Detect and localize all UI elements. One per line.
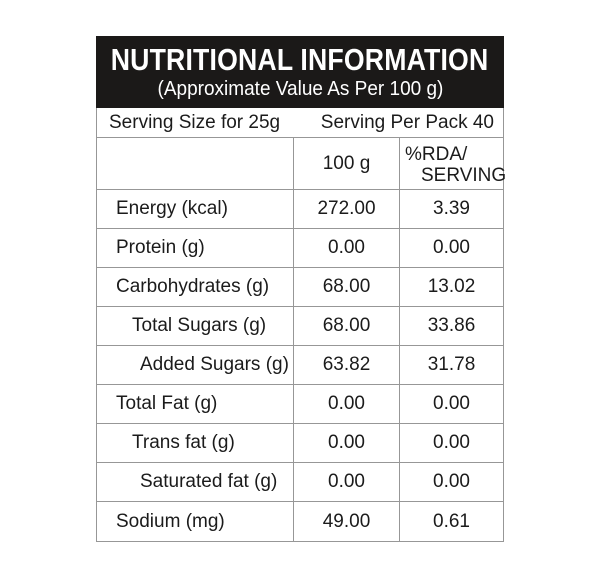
amount-value: 0.00	[293, 424, 399, 462]
table-row: Total Fat (g) 0.00 0.00	[97, 385, 503, 424]
nutrient-label: Protein (g)	[116, 237, 205, 258]
table-row: Energy (kcal) 272.00 3.39	[97, 190, 503, 229]
amount-value: 272.00	[293, 190, 399, 228]
rda-value: 13.02	[399, 268, 503, 306]
table-row: Carbohydrates (g) 68.00 13.02	[97, 268, 503, 307]
rda-value: 3.39	[399, 190, 503, 228]
serving-size-text: Serving Size for 25g	[109, 111, 281, 133]
amount-value: 68.00	[293, 307, 399, 345]
nutrient-column-header	[97, 138, 293, 189]
column-header-row: 100 g %RDA/ SERVING	[97, 138, 507, 190]
rda-column-header: %RDA/ SERVING	[399, 138, 507, 189]
table-row: Sodium (mg) 49.00 0.61	[97, 502, 503, 541]
nutrient-label: Trans fat (g)	[132, 432, 235, 453]
title-banner: NUTRITIONAL INFORMATION (Approximate Val…	[96, 36, 504, 108]
rda-column-label-line2: SERVING	[421, 165, 507, 186]
serving-per-pack-text: Serving Per Pack 40	[320, 111, 494, 133]
amount-column-label: 100 g	[322, 152, 371, 174]
nutrient-label: Added Sugars (g)	[140, 354, 289, 375]
nutrition-table: NUTRITIONAL INFORMATION (Approximate Val…	[96, 36, 507, 542]
amount-value: 0.00	[293, 463, 399, 501]
table-row: Trans fat (g) 0.00 0.00	[97, 424, 503, 463]
amount-value: 0.00	[293, 229, 399, 267]
label-subtitle: (Approximate Value As Per 100 g)	[157, 78, 443, 100]
rda-value: 0.00	[399, 463, 503, 501]
rda-value: 33.86	[399, 307, 503, 345]
rda-column-label-line1: %RDA/	[405, 144, 468, 165]
nutrient-label: Energy (kcal)	[116, 198, 228, 219]
nutrient-label: Total Sugars (g)	[132, 315, 267, 336]
label-title: NUTRITIONAL INFORMATION	[111, 42, 489, 77]
amount-value: 0.00	[293, 385, 399, 423]
nutrient-label: Total Fat (g)	[116, 393, 218, 414]
amount-value: 68.00	[293, 268, 399, 306]
nutrient-label: Carbohydrates (g)	[116, 276, 270, 297]
table-row: Saturated fat (g) 0.00 0.00	[97, 463, 503, 502]
rda-value: 0.00	[399, 424, 503, 462]
table-row: Protein (g) 0.00 0.00	[97, 229, 503, 268]
nutrient-rows: Energy (kcal) 272.00 3.39 Protein (g) 0.…	[97, 190, 503, 541]
values-table: Serving Size for 25g Serving Per Pack 40…	[96, 108, 507, 542]
serving-info-row: Serving Size for 25g Serving Per Pack 40	[97, 108, 503, 138]
nutrient-label: Saturated fat (g)	[140, 471, 278, 492]
rda-value: 0.00	[399, 229, 503, 267]
nutrient-label: Sodium (mg)	[116, 510, 225, 532]
amount-column-header: 100 g	[293, 138, 399, 189]
table-row: Total Sugars (g) 68.00 33.86	[97, 307, 503, 346]
rda-value: 31.78	[399, 346, 503, 384]
amount-value: 49.00	[293, 502, 399, 541]
rda-value: 0.61	[399, 502, 503, 541]
rda-value: 0.00	[399, 385, 503, 423]
table-row: Added Sugars (g) 63.82 31.78	[97, 346, 503, 385]
amount-value: 63.82	[293, 346, 399, 384]
